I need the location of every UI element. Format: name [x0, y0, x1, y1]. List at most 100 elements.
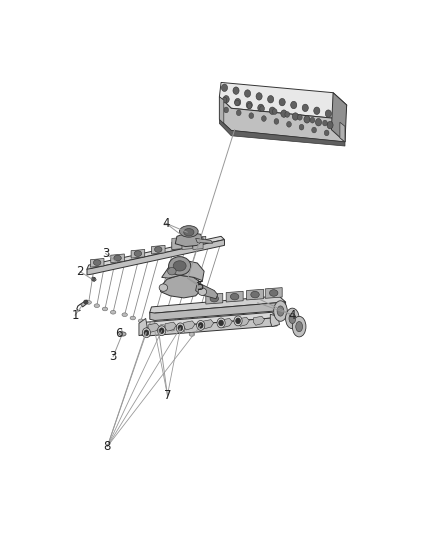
Polygon shape	[238, 317, 249, 326]
Polygon shape	[193, 238, 203, 249]
Circle shape	[322, 120, 327, 126]
Text: 8: 8	[104, 440, 111, 453]
Circle shape	[236, 318, 240, 324]
Circle shape	[291, 101, 297, 109]
Circle shape	[222, 84, 227, 92]
Ellipse shape	[289, 313, 296, 324]
Ellipse shape	[230, 293, 239, 300]
Circle shape	[315, 118, 321, 126]
Text: 1: 1	[71, 309, 79, 321]
Polygon shape	[175, 232, 202, 247]
Ellipse shape	[296, 321, 303, 332]
Circle shape	[224, 107, 229, 113]
Circle shape	[235, 99, 241, 106]
Circle shape	[237, 110, 241, 116]
Circle shape	[144, 330, 149, 336]
Circle shape	[222, 97, 227, 103]
Polygon shape	[182, 238, 192, 249]
Text: 4: 4	[289, 309, 296, 321]
Ellipse shape	[180, 225, 198, 237]
Ellipse shape	[155, 247, 162, 252]
Circle shape	[249, 113, 254, 118]
Circle shape	[312, 127, 317, 133]
Circle shape	[235, 100, 240, 106]
Polygon shape	[165, 322, 176, 331]
Circle shape	[233, 87, 239, 94]
Circle shape	[285, 111, 290, 117]
Ellipse shape	[150, 321, 155, 325]
Circle shape	[325, 110, 332, 117]
Polygon shape	[92, 277, 96, 281]
Circle shape	[223, 95, 229, 103]
Circle shape	[286, 122, 291, 127]
Circle shape	[159, 328, 164, 334]
Text: 5: 5	[196, 280, 204, 293]
Circle shape	[256, 93, 262, 100]
Polygon shape	[219, 97, 345, 142]
Circle shape	[176, 323, 184, 333]
Ellipse shape	[189, 333, 194, 336]
Circle shape	[178, 325, 183, 330]
Circle shape	[299, 124, 304, 130]
Polygon shape	[265, 288, 282, 298]
Polygon shape	[139, 318, 147, 336]
Ellipse shape	[94, 304, 99, 308]
Ellipse shape	[175, 242, 182, 248]
Circle shape	[247, 103, 252, 109]
Circle shape	[261, 116, 266, 122]
Polygon shape	[111, 254, 124, 263]
Text: 3: 3	[110, 350, 117, 363]
Polygon shape	[87, 236, 224, 272]
Ellipse shape	[210, 295, 219, 302]
Ellipse shape	[86, 301, 92, 304]
Circle shape	[297, 115, 302, 120]
Polygon shape	[253, 316, 265, 325]
Circle shape	[268, 95, 274, 103]
Circle shape	[219, 320, 223, 326]
Polygon shape	[131, 249, 145, 258]
Polygon shape	[219, 97, 224, 124]
Circle shape	[272, 109, 277, 115]
Circle shape	[292, 113, 298, 120]
Polygon shape	[332, 93, 346, 142]
Circle shape	[244, 90, 251, 97]
Polygon shape	[172, 238, 182, 249]
Polygon shape	[150, 302, 286, 320]
Polygon shape	[202, 320, 214, 329]
Ellipse shape	[170, 327, 175, 331]
Ellipse shape	[179, 330, 185, 334]
Text: 3: 3	[102, 247, 110, 260]
Circle shape	[324, 130, 329, 136]
Polygon shape	[90, 259, 104, 267]
Polygon shape	[206, 293, 223, 304]
Circle shape	[302, 104, 308, 111]
Ellipse shape	[138, 319, 144, 322]
Circle shape	[142, 328, 151, 338]
Text: 4: 4	[162, 217, 170, 230]
Ellipse shape	[110, 310, 116, 314]
Circle shape	[234, 316, 242, 326]
Ellipse shape	[114, 255, 121, 261]
Polygon shape	[184, 321, 195, 330]
Ellipse shape	[130, 316, 135, 320]
Ellipse shape	[134, 251, 141, 256]
Ellipse shape	[122, 313, 127, 317]
Polygon shape	[196, 282, 218, 298]
Ellipse shape	[168, 268, 176, 275]
Polygon shape	[81, 300, 88, 307]
Ellipse shape	[251, 292, 259, 298]
Polygon shape	[152, 245, 165, 254]
Circle shape	[258, 104, 264, 111]
Ellipse shape	[293, 317, 306, 337]
Circle shape	[260, 106, 265, 111]
Circle shape	[246, 101, 252, 109]
Polygon shape	[340, 122, 345, 142]
Circle shape	[269, 107, 276, 115]
Circle shape	[327, 122, 333, 129]
Polygon shape	[270, 314, 279, 327]
Ellipse shape	[102, 307, 108, 311]
Ellipse shape	[159, 284, 168, 292]
Polygon shape	[219, 119, 345, 146]
Polygon shape	[140, 318, 277, 336]
Circle shape	[197, 320, 205, 330]
